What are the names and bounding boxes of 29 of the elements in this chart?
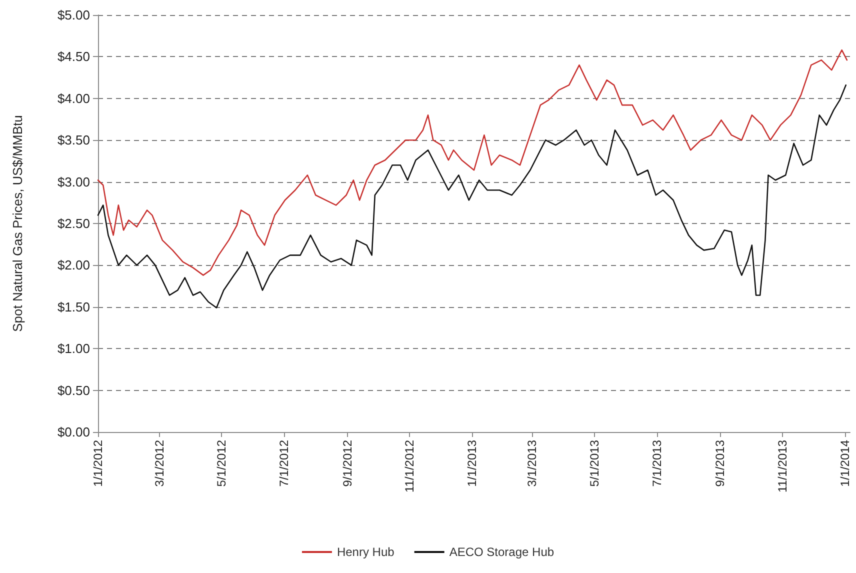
y-axis-title: Spot Natural Gas Prices, US$/MMBtu — [10, 115, 25, 332]
y-tick-label: $4.00 — [57, 90, 90, 106]
x-tick-label: 11/1/2012 — [402, 440, 417, 492]
x-tick-label: 7/1/2012 — [276, 440, 291, 487]
y-tick-label: $1.00 — [57, 341, 90, 356]
legend-label: Henry Hub — [336, 545, 395, 559]
y-tick-label: $0.50 — [57, 382, 90, 398]
x-tick-label: 11/1/2013 — [776, 440, 790, 492]
x-tick-label: 3/1/2012 — [152, 440, 166, 487]
y-tick-label: $4.50 — [57, 49, 90, 64]
line-series — [97, 49, 848, 276]
y-tick-label: $2.50 — [57, 216, 90, 231]
x-tick-label: 5/1/2013 — [588, 440, 602, 487]
x-tick-label: 9/1/2013 — [713, 440, 728, 487]
y-tick-label: $1.50 — [57, 299, 90, 314]
y-tick-label: $2.00 — [57, 258, 90, 273]
x-tick-label: 9/1/2012 — [340, 440, 354, 487]
legend-label: AECO Storage Hub — [449, 545, 554, 559]
x-tick-label: 3/1/2013 — [525, 440, 540, 487]
y-tick-label: $3.50 — [57, 132, 90, 148]
line-series — [97, 84, 847, 308]
x-tick-label: 1/1/2013 — [464, 440, 479, 487]
y-tick-label: $5.00 — [57, 8, 90, 22]
x-tick-label: 1/1/2012 — [91, 440, 105, 487]
x-tick-label: 5/1/2012 — [214, 440, 229, 487]
y-tick-label: $0.00 — [57, 424, 90, 440]
x-tick-label: 1/1/2014 — [838, 440, 852, 487]
x-tick-label: 7/1/2013 — [650, 440, 664, 487]
y-tick-label: $3.00 — [57, 174, 90, 190]
